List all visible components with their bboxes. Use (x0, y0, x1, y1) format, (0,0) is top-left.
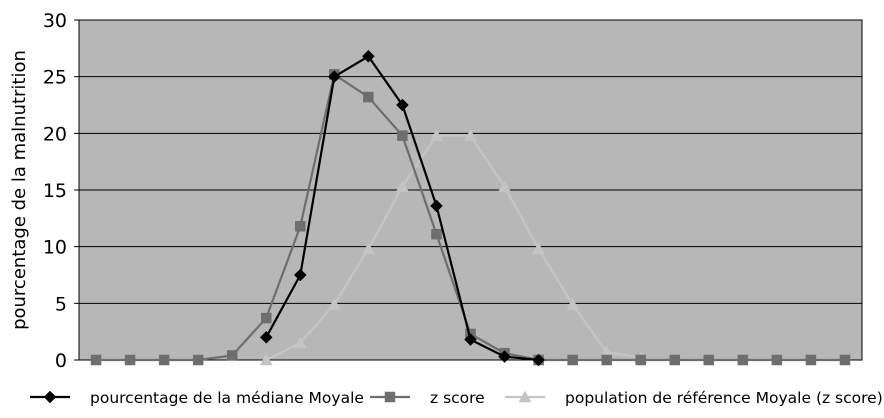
series-1-point (635, 354, 646, 366)
series-1-point (363, 91, 374, 103)
series-0-point (498, 350, 511, 363)
legend-point (43, 390, 57, 404)
series-1-point (839, 354, 851, 366)
y-tick-label: 25 (43, 67, 67, 89)
y-tick-label: 0 (55, 350, 67, 372)
series-1-point (669, 354, 681, 366)
y-axis-ticks: 0 5 10 15 20 25 30 (43, 10, 79, 372)
series-2-point (498, 180, 511, 192)
series-0-point (327, 70, 341, 84)
series-2-point (293, 336, 307, 349)
legend-label: population de référence Moyale (z score) (565, 389, 883, 407)
series-2-point (464, 129, 477, 141)
legend-item: population de référence Moyale (z score) (505, 389, 883, 407)
series-1-point (158, 354, 170, 366)
series-2 (259, 129, 648, 366)
series-2-point (395, 180, 409, 192)
series-2-point (532, 242, 546, 255)
series-1-point (601, 354, 612, 366)
series-1-point (260, 312, 272, 324)
series-1-point (124, 354, 136, 366)
series-0-point (430, 199, 443, 213)
legend-item: z score (370, 389, 485, 407)
series-2-point (259, 353, 273, 366)
legend-point (384, 391, 396, 403)
series-2-point (361, 242, 375, 255)
series-2-point (327, 297, 341, 310)
series-1-point (90, 354, 102, 366)
y-tick-label: 5 (55, 293, 67, 315)
legend: pourcentage de la médiane Moyale z score p… (30, 389, 883, 407)
series-2-point (430, 129, 443, 141)
series-0-point (532, 353, 545, 367)
y-tick-label: 10 (43, 237, 67, 259)
series-1-point (192, 354, 204, 366)
series-1-point (431, 228, 442, 240)
series-2-point (566, 297, 580, 310)
series-line (265, 134, 641, 361)
legend-item: pourcentage de la médiane Moyale (30, 389, 364, 407)
series-1-point (567, 354, 578, 366)
y-tick-label: 30 (43, 10, 67, 32)
legend-point (518, 390, 532, 403)
series-layer (90, 49, 851, 367)
y-tick-label: 20 (43, 123, 67, 145)
series-1-point (805, 354, 817, 366)
series-1-point (295, 221, 306, 232)
legend-label: pourcentage de la médiane Moyale (90, 389, 364, 407)
series-0-point (293, 268, 307, 282)
y-axis-label: pourcentage de la malnutrition (9, 50, 30, 330)
y-tick-label: 15 (43, 180, 67, 202)
series-1-point (703, 354, 715, 366)
series-1-point (737, 354, 749, 366)
series-0-point (396, 98, 409, 112)
series-1-point (771, 354, 783, 366)
series-0-point (362, 49, 375, 63)
series-0-point (259, 330, 273, 344)
series-0-point (464, 333, 477, 346)
legend-label: z score (430, 389, 485, 407)
series-1-point (226, 350, 238, 361)
series-1-point (397, 130, 408, 141)
series-0 (259, 49, 545, 367)
